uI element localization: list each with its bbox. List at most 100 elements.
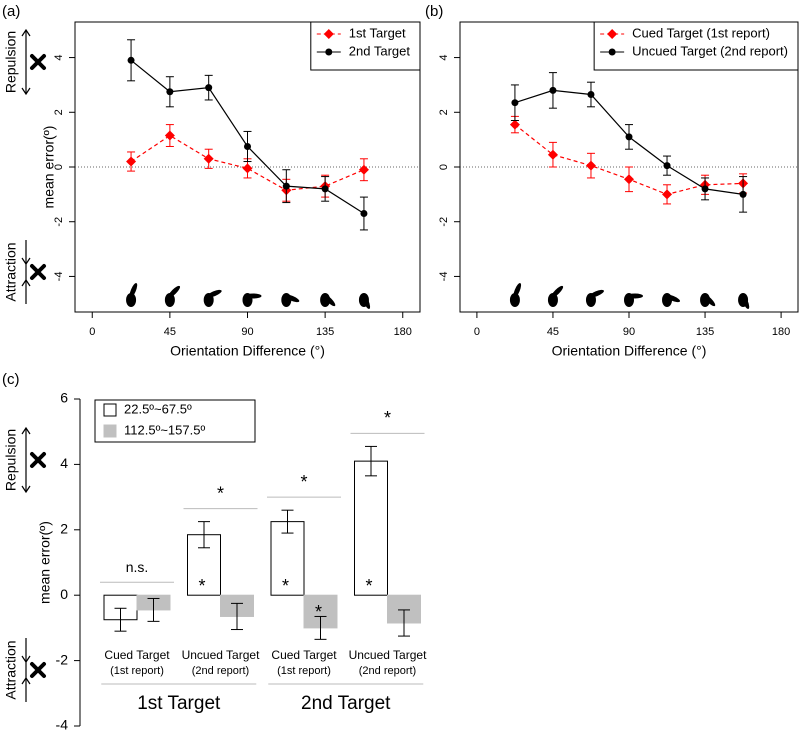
glyph-part [129,283,138,298]
x-tick-label: 90 [623,326,635,338]
point [244,142,251,150]
point [242,163,253,174]
category-sublabel: (1st report) [277,665,331,677]
category-label: Cued Target [104,648,170,662]
orientation-glyph [700,293,716,307]
point [358,164,369,175]
error-bar [231,602,243,631]
glyph-part [509,293,520,307]
point [701,185,709,193]
glyph-part [513,283,522,298]
orientation-glyph [662,293,681,307]
legend: 22.5º~67.5º 112.5º~157.5º [94,399,256,443]
arrow-head [21,426,31,435]
orientation-glyph [547,285,564,307]
arrow-head [21,655,31,664]
error-bar [198,521,210,549]
point [739,190,747,198]
y-tick-label: -4 [53,272,65,282]
orientation-glyph [624,293,643,307]
error-bar [398,609,410,637]
legend-label: 22.5º~67.5º [124,401,192,416]
side-label: Attraction [3,640,19,699]
legend-marker [325,48,333,56]
category-sublabel: (2nd report) [192,665,249,677]
glyph-part [245,293,262,299]
panel-label: (c) [2,371,20,388]
legend-label: Cued Target (1st report) [632,25,770,40]
point [127,56,135,64]
glyph-part [703,294,716,307]
category-label: Cued Target [271,648,337,662]
bar-significance: * [365,576,372,596]
x-tick-label: 0 [89,326,95,338]
y-tick-label: 4 [60,455,68,471]
point [321,185,329,193]
y-tick-label: -4 [56,717,69,733]
y-tick-label: 4 [438,55,450,61]
point [625,133,633,141]
point [509,119,520,130]
x-axis-label: Orientation Difference (°) [552,343,707,359]
point [166,88,174,96]
error-bar [365,445,377,477]
orientation-glyph [164,285,181,307]
y-tick-label: 2 [53,109,65,115]
point [585,160,596,171]
bar-significance: * [198,576,205,596]
x-tick-label: 0 [474,326,480,338]
y-tick-label: 6 [60,390,68,406]
error-bar [114,607,127,632]
side-label: Repulsion [3,429,19,491]
legend-marker [608,48,616,56]
glyph-part [589,289,604,298]
error-bar [147,597,160,622]
orientation-glyph [509,283,522,307]
legend-swatch [103,403,117,417]
side-label: Attraction [3,242,19,301]
legend-swatch [103,424,117,438]
arrow-head [21,28,31,37]
x-tick-label: 180 [394,326,412,338]
legend-label: 112.5º~157.5º [124,422,205,437]
y-tick-label: 2 [438,109,450,115]
orientation-glyph [281,293,300,307]
error-bar [314,615,327,640]
error-bar [281,509,294,534]
icon-stroke [30,54,46,70]
legend-marker [607,29,618,39]
glyph-part [741,294,750,309]
arrow-head [21,676,31,685]
point [587,91,595,98]
orientation-glyph [358,293,371,309]
x-tick-label: 135 [696,326,714,338]
legend: Cued Target (1st report) Uncued Target (2… [593,21,799,71]
glyph-part [126,293,137,307]
category-label: Uncued Target [182,648,260,662]
x-axis-label: Orientation Difference (°) [170,343,325,359]
orientation-glyph [738,293,750,309]
y-axis-label: mean error(º) [41,126,57,209]
icon-stroke [30,264,46,280]
y-tick-label: 4 [53,55,65,61]
arrow-head [21,278,31,287]
pair-significance: n.s. [126,559,149,575]
pair-significance: * [217,483,224,503]
icon-stroke [30,452,46,468]
point [624,174,634,185]
panel-label: (a) [2,3,20,20]
glyph-part [168,285,181,298]
point [164,130,175,141]
arrow-head [21,485,31,494]
x-tick-label: 45 [547,326,559,338]
category-sublabel: (2nd report) [359,665,416,677]
point [662,189,673,200]
category-sublabel: (1st report) [110,665,164,677]
x-tick-label: 45 [164,326,176,338]
side-label: Repulsion [3,31,19,93]
orientation-glyph [203,289,222,307]
orientation-glyph [320,293,336,307]
y-tick-label: 0 [438,164,450,170]
group-label: 1st Target [137,693,221,714]
